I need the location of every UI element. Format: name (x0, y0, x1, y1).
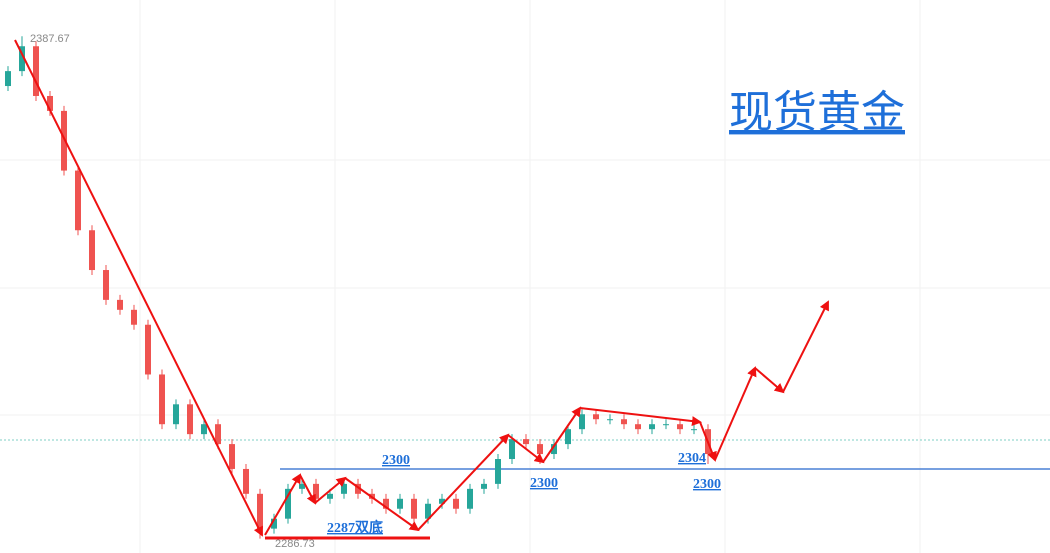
candle-body (103, 270, 109, 300)
candle-body (173, 404, 179, 425)
candle-body (635, 424, 641, 430)
candle-body (509, 439, 515, 460)
candle-body (89, 230, 95, 271)
candle-body (397, 498, 403, 509)
candle-body (565, 429, 571, 445)
candle-body (5, 71, 11, 87)
annotation: 2300 (530, 476, 558, 491)
candle-body (47, 95, 53, 111)
candle-body (159, 374, 165, 425)
candle-body (383, 498, 389, 509)
candle-body (257, 493, 263, 529)
candle-body (453, 498, 459, 509)
candle-body (467, 488, 473, 509)
high-label: 2387.67 (30, 33, 70, 45)
candle-body (677, 424, 683, 430)
candle-body (551, 444, 557, 455)
annotation: 2287双底 (327, 519, 383, 536)
candle-body (411, 498, 417, 519)
candle-body (621, 419, 627, 425)
candle-body (481, 483, 487, 489)
annotation: 2300 (693, 477, 721, 492)
candle-body (425, 503, 431, 519)
candle-body (327, 493, 333, 499)
candle-body (201, 424, 207, 435)
candle-body (313, 483, 319, 499)
trend-arrows (14, 39, 829, 537)
candle-body (355, 483, 361, 494)
annotation: 2304 (678, 451, 706, 466)
candle-body (607, 419, 613, 421)
candle-body (131, 309, 137, 325)
candle-body (271, 518, 277, 529)
candle-body (187, 404, 193, 435)
candle-body (341, 483, 347, 494)
candle-body (523, 439, 529, 445)
candle-body (145, 324, 151, 375)
candle-body (61, 110, 67, 171)
candle-body (593, 414, 599, 420)
candle-body (579, 414, 585, 430)
candle-body (439, 498, 445, 504)
chart-title: 现货黄金 (729, 88, 905, 137)
candle-body (215, 424, 221, 445)
candle-body (117, 299, 123, 310)
annotation: 2300 (382, 453, 410, 468)
candle-body (229, 444, 235, 469)
candle-body (75, 170, 81, 231)
candle-body (33, 46, 39, 96)
candle-body (299, 483, 305, 489)
candle-body (663, 424, 669, 426)
candle-body (243, 468, 249, 494)
candle-body (537, 444, 543, 455)
candle-body (649, 424, 655, 430)
candle-body (495, 459, 501, 484)
low-label: 2286.73 (275, 538, 315, 550)
candle-body (285, 488, 291, 519)
candles (5, 36, 711, 539)
candle-body (19, 46, 25, 72)
candle-body (691, 429, 697, 431)
